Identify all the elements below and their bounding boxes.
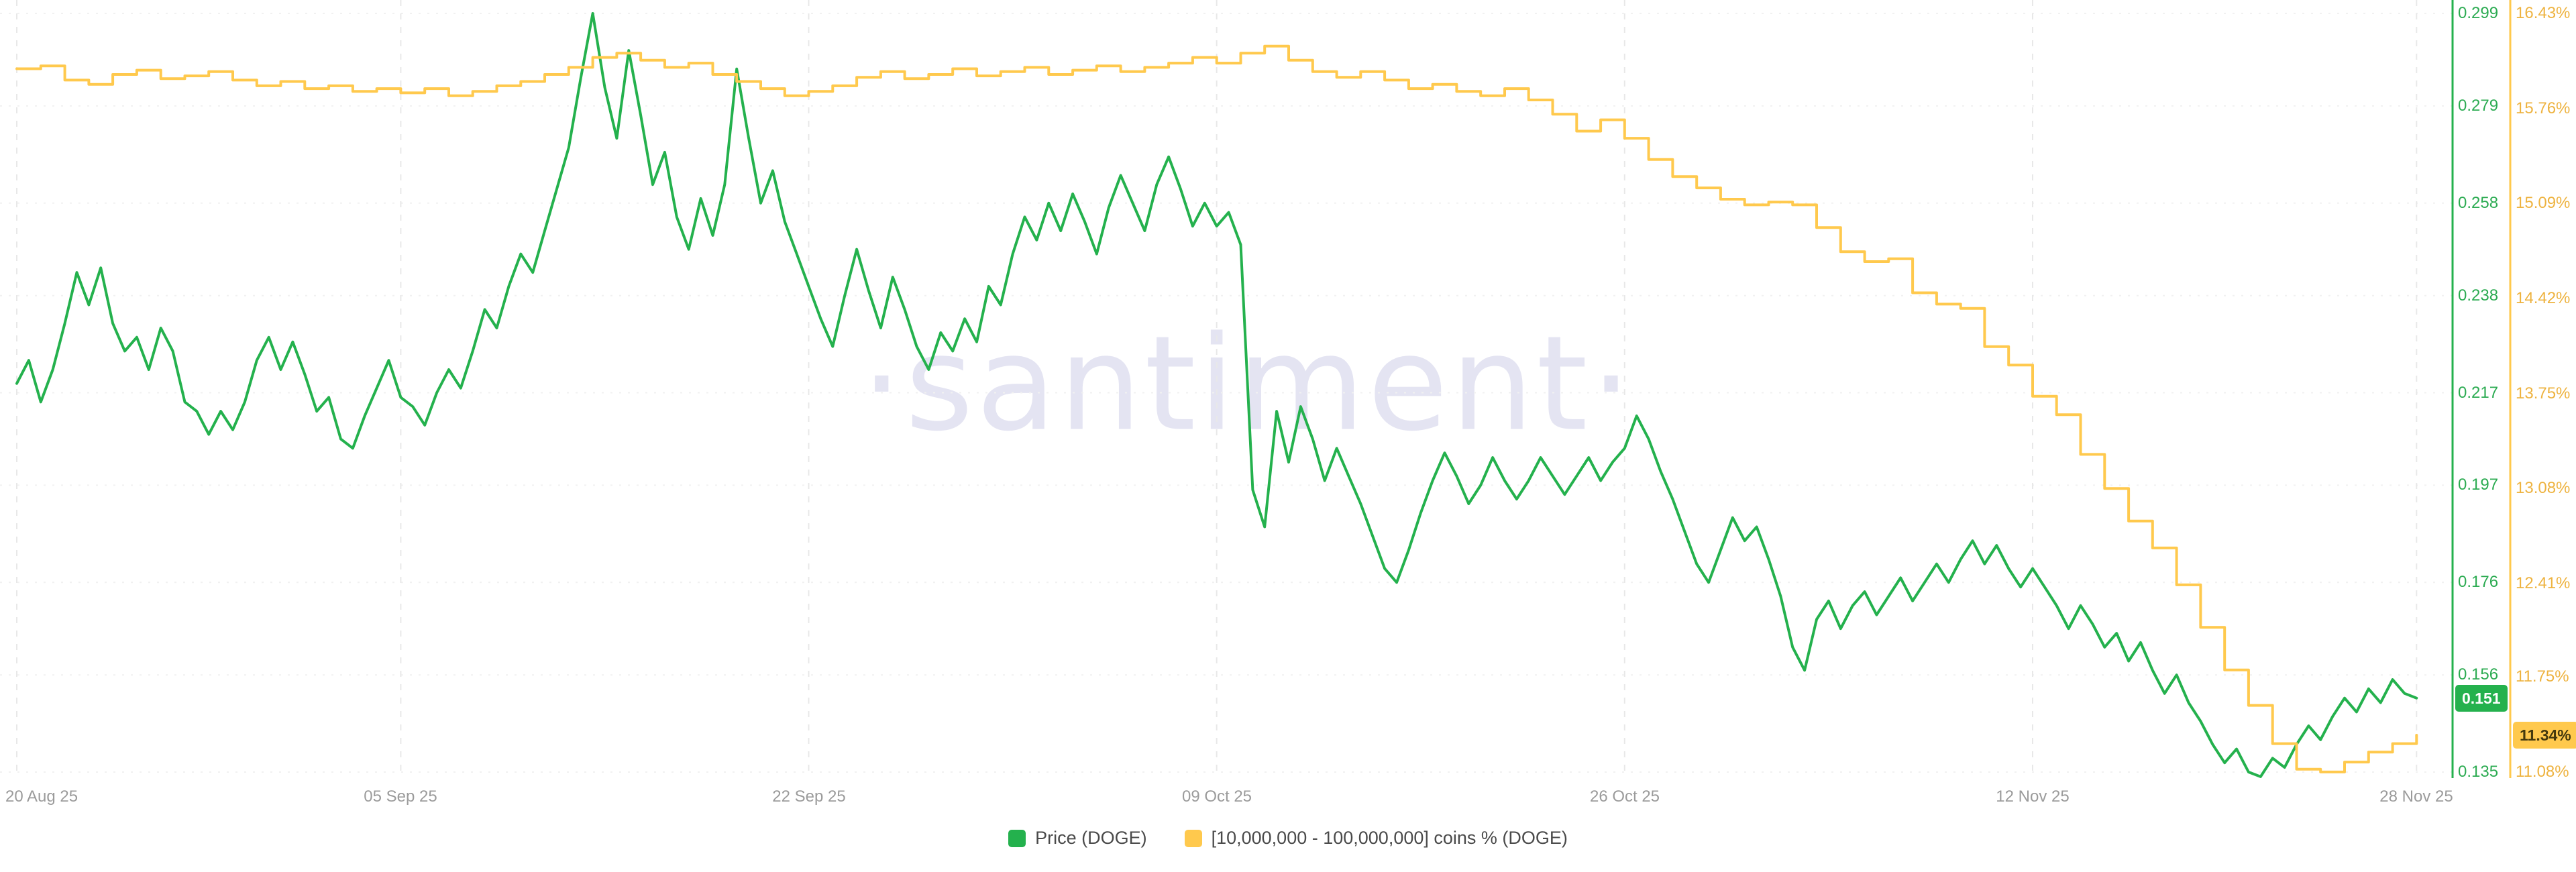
percent-tick-label: 15.09% <box>2516 194 2571 213</box>
percent-tick-label: 12.41% <box>2516 574 2571 592</box>
percent-current-badge: 11.34% <box>2513 721 2576 749</box>
price-axis-labels: 0.299 0.279 0.258 0.238 0.217 0.197 0.176 0.156… <box>2458 0 2512 781</box>
price-current-badge: 0.151 <box>2455 684 2508 712</box>
price-tick-label: 0.135 <box>2458 763 2499 781</box>
price-tick-label: 0.156 <box>2458 665 2499 684</box>
date-tick-label: 09 Oct 25 <box>1181 787 1252 806</box>
percent-tick-label: 13.75% <box>2516 384 2571 402</box>
legend: Price (DOGE) [10,000,000 - 100,000,000] … <box>0 828 2576 849</box>
coins-percent-legend-label: [10,000,000 - 100,000,000] coins % (DOGE… <box>1211 828 1568 848</box>
price-tick-label: 0.299 <box>2458 4 2499 22</box>
price-tick-label: 0.176 <box>2458 573 2499 592</box>
price-tick-label: 0.258 <box>2458 193 2499 212</box>
coins-percent-legend-swatch <box>1184 829 1202 847</box>
price-legend-swatch <box>1008 829 1026 847</box>
percent-axis-labels: 16.43% 15.76% 15.09% 14.42% 13.75% 13.08% 12.4… <box>2516 0 2576 781</box>
legend-item-price[interactable]: Price (DOGE) <box>1008 828 1147 849</box>
percent-tick-label: 16.43% <box>2516 4 2571 23</box>
date-tick-label: 05 Sep 25 <box>364 787 437 806</box>
price-tick-label: 0.217 <box>2458 383 2499 402</box>
price-legend-label: Price (DOGE) <box>1035 828 1147 848</box>
x-axis-labels: 20 Aug 25 05 Sep 25 22 Sep 25 09 Oct 25 26 O… <box>0 786 2576 808</box>
date-tick-label: 20 Aug 25 <box>5 787 78 806</box>
percent-tick-label: 14.42% <box>2516 288 2571 307</box>
percent-tick-label: 13.08% <box>2516 479 2571 498</box>
legend-item-coins-percent[interactable]: [10,000,000 - 100,000,000] coins % (DOGE… <box>1184 828 1568 849</box>
date-tick-label: 26 Oct 25 <box>1589 787 1660 806</box>
price-tick-label: 0.238 <box>2458 286 2499 305</box>
price-tick-label: 0.197 <box>2458 476 2499 494</box>
percent-tick-label: 15.76% <box>2516 99 2571 117</box>
date-tick-label: 28 Nov 25 <box>2379 787 2453 806</box>
chart-canvas[interactable] <box>0 0 2576 778</box>
percent-tick-label: 11.75% <box>2516 667 2569 686</box>
percent-tick-label: 11.08% <box>2516 762 2569 781</box>
date-tick-label: 22 Sep 25 <box>772 787 846 806</box>
date-tick-label: 12 Nov 25 <box>1996 787 2070 806</box>
price-tick-label: 0.279 <box>2458 96 2499 115</box>
